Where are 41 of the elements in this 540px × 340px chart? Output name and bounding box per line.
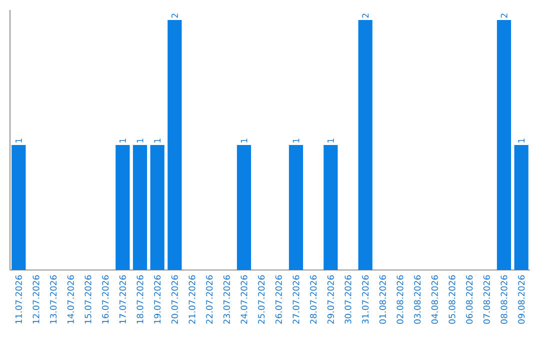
x-tick-label: 12.07.2026 bbox=[32, 275, 40, 324]
x-tick-label: 18.07.2026 bbox=[136, 275, 144, 324]
x-tick-label: 24.07.2026 bbox=[240, 275, 248, 324]
x-tick-label: 15.07.2026 bbox=[84, 275, 92, 324]
data-label: 1 bbox=[136, 138, 144, 142]
x-tick-label: 08.08.2026 bbox=[500, 275, 508, 324]
x-tick-label: 14.07.2026 bbox=[67, 275, 74, 324]
data-label: 1 bbox=[120, 138, 126, 142]
x-tick-label: 30.07.2026 bbox=[344, 275, 352, 324]
x-tick-label: 25.07.2026 bbox=[258, 275, 265, 324]
data-label: 1 bbox=[154, 138, 160, 142]
x-tick-label: 17.07.2026 bbox=[119, 275, 126, 324]
x-tick-label: 21.07.2026 bbox=[188, 275, 196, 324]
x-tick-label: 06.08.2026 bbox=[466, 275, 473, 324]
x-tick-label: 16.07.2026 bbox=[102, 275, 109, 324]
x-tick-label: 09.08.2026 bbox=[518, 275, 525, 324]
data-label: 2 bbox=[500, 14, 508, 18]
data-label: 1 bbox=[328, 138, 334, 142]
x-tick-label: 19.07.2026 bbox=[154, 275, 161, 324]
x-tick-label: 03.08.2026 bbox=[414, 275, 421, 324]
data-label: 1 bbox=[292, 138, 300, 142]
x-tick-label: 01.08.2026 bbox=[379, 275, 386, 324]
data-label: 1 bbox=[240, 138, 248, 142]
data-label: 2 bbox=[171, 14, 178, 18]
x-tick-label: 31.07.2026 bbox=[362, 275, 369, 324]
x-tick-label: 07.08.2026 bbox=[483, 275, 490, 324]
x-tick-label: 13.07.2026 bbox=[50, 275, 57, 324]
x-tick-label: 23.07.2026 bbox=[223, 275, 230, 324]
x-tick-label: 28.07.2026 bbox=[310, 275, 317, 324]
x-tick-label: 04.08.2026 bbox=[431, 275, 438, 324]
x-tick-label: 05.08.2026 bbox=[448, 275, 456, 324]
x-tick-label: 26.07.2026 bbox=[275, 275, 282, 324]
x-tick-label: 20.07.2026 bbox=[171, 275, 178, 324]
data-label: 1 bbox=[518, 138, 524, 142]
x-tick-label: 02.08.2026 bbox=[396, 275, 404, 324]
x-tick-label: 27.07.2026 bbox=[292, 275, 300, 324]
x-tick-label: 22.07.2026 bbox=[206, 275, 213, 324]
data-label: 2 bbox=[362, 14, 369, 18]
x-tick-label: 11.07.2026 bbox=[15, 275, 22, 324]
x-tick-label: 29.07.2026 bbox=[327, 275, 334, 324]
data-label: 1 bbox=[16, 138, 22, 142]
